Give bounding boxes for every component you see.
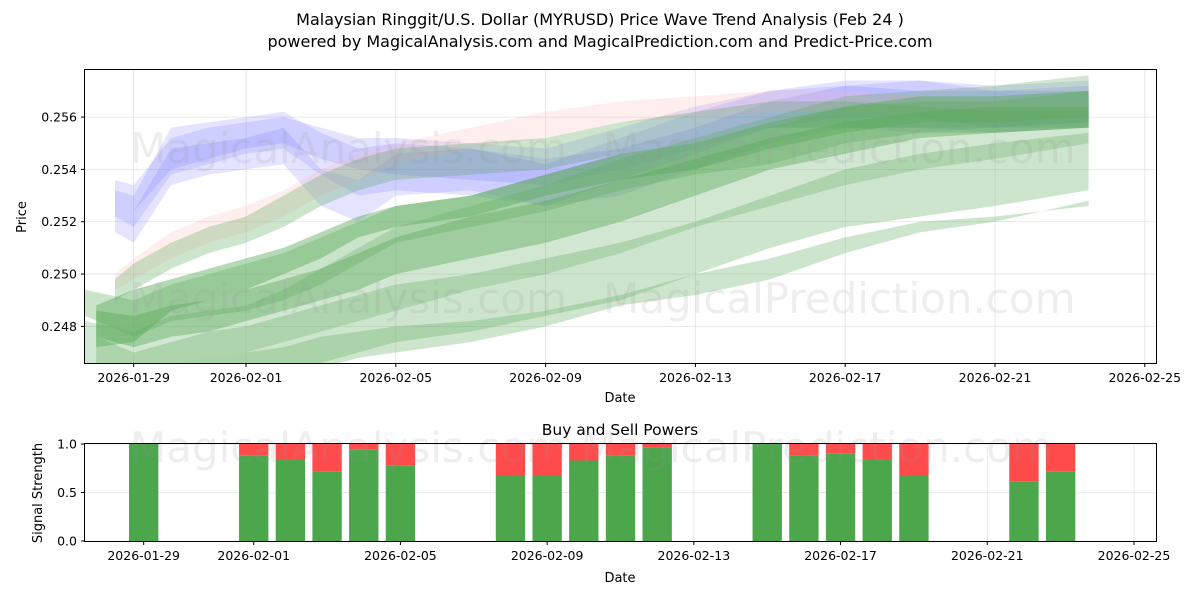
- price-x-tick-label: 2026-02-09: [509, 370, 582, 385]
- sell-bar: [789, 444, 819, 456]
- wave-band-blue-wave-1: [115, 80, 1089, 227]
- price-x-tick-label: 2026-02-05: [359, 370, 432, 385]
- sell-bar: [275, 444, 306, 460]
- price-y-tick-label: 0.250: [41, 267, 77, 282]
- wave-band-green-wave-2: [96, 106, 1089, 348]
- price-y-tick-label: 0.254: [41, 162, 77, 177]
- chart-title-line2: powered by MagicalAnalysis.com and Magic…: [267, 32, 932, 51]
- buy-sell-x-tick-label: 2026-02-25: [1098, 548, 1171, 563]
- watermark-top-right: MagicalPrediction.com: [603, 124, 1076, 173]
- watermark-mid-right: MagicalPrediction.com: [603, 274, 1076, 323]
- price-y-tick-label: 0.256: [41, 110, 77, 125]
- buy-bar: [569, 460, 599, 541]
- price-y-tick-label: 0.252: [41, 214, 77, 229]
- buy-sell-x-tick-label: 2026-02-17: [804, 548, 877, 563]
- sell-bar: [862, 444, 892, 460]
- buy-bar: [349, 449, 379, 541]
- buy-bar: [532, 476, 562, 541]
- buy-bar: [789, 455, 819, 541]
- price-x-axis-label: Date: [604, 391, 635, 406]
- sell-bar: [532, 444, 562, 477]
- sell-bar: [605, 444, 636, 456]
- buy-sell-x-axis-label: Date: [604, 571, 635, 586]
- watermark-mid-left: MagicalAnalysis.com: [130, 274, 567, 323]
- price-wave-bands: [85, 75, 1089, 363]
- wave-band-green-wave-5: [96, 132, 1089, 363]
- buy-bar: [642, 447, 672, 541]
- sell-bar: [349, 444, 379, 450]
- buy-sell-y-ticks: 0.0 0.5 1.0: [57, 437, 85, 549]
- buy-bar: [862, 459, 892, 541]
- wave-band-green-wave-4: [96, 90, 1089, 348]
- buy-sell-x-tick-label: 2026-02-01: [217, 548, 290, 563]
- price-x-tick-label: 2026-02-25: [1108, 370, 1181, 385]
- buy-bar: [752, 444, 782, 541]
- sell-bar: [495, 444, 526, 477]
- buy-sell-plot: Buy and Sell Powers MagicalAnalysis.com …: [31, 421, 1170, 586]
- wave-band-green-wave-3: [85, 75, 1089, 363]
- wave-band-red-wave-1: [115, 90, 1089, 290]
- sell-bar: [239, 444, 269, 456]
- buy-sell-x-tick-label: 2026-02-09: [511, 548, 584, 563]
- chart-title-line1: Malaysian Ringgit/U.S. Dollar (MYRUSD) P…: [296, 10, 904, 29]
- price-x-tick-label: 2026-01-29: [97, 370, 170, 385]
- price-grid: [85, 70, 1156, 363]
- buy-bar: [129, 444, 159, 541]
- buy-sell-x-tick-label: 2026-02-05: [364, 548, 437, 563]
- buy-bar: [239, 455, 269, 541]
- buy-sell-x-tick-label: 2026-02-13: [658, 548, 731, 563]
- price-x-tick-label: 2026-02-21: [959, 370, 1032, 385]
- wave-band-green-wave-1: [85, 90, 1089, 337]
- sell-bar: [642, 444, 672, 448]
- buy-bar: [385, 465, 416, 541]
- buy-sell-bars: [129, 444, 1076, 541]
- buy-sell-x-tick-label: 2026-02-21: [951, 548, 1024, 563]
- buy-bar: [1045, 471, 1076, 541]
- wave-band-green-wave-6: [96, 200, 1089, 363]
- sell-bar: [1045, 444, 1076, 472]
- price-y-axis-label: Price: [15, 201, 30, 233]
- price-y-tick-label: 0.248: [41, 319, 77, 334]
- price-x-tick-label: 2026-02-01: [210, 370, 283, 385]
- price-x-tick-label: 2026-02-17: [809, 370, 882, 385]
- buy-bar: [899, 476, 929, 541]
- wave-band-mid-wave-1: [115, 101, 1089, 301]
- watermark-bottom: MagicalAnalysis.com MagicalPrediction.co…: [130, 423, 1053, 472]
- sell-bar: [569, 444, 599, 461]
- price-plot-frame: [84, 69, 1157, 364]
- watermark-top-left: MagicalAnalysis.com: [130, 124, 567, 173]
- wave-band-blue-wave-3: [115, 80, 1089, 212]
- sell-bar: [385, 444, 416, 466]
- buy-bar: [605, 455, 636, 541]
- buy-sell-y-tick-label: 0.5: [57, 485, 77, 500]
- price-x-ticks: 2026-01-29 2026-02-01 2026-02-05 2026-02-09…: [97, 363, 1181, 385]
- buy-bar: [1009, 481, 1039, 541]
- sell-bar: [825, 444, 856, 454]
- sell-bar: [312, 444, 342, 472]
- buy-sell-x-ticks: 2026-01-29 2026-02-01 2026-02-05 2026-02-09…: [107, 541, 1170, 563]
- buy-sell-title: Buy and Sell Powers: [542, 421, 699, 439]
- buy-sell-y-tick-label: 0.0: [57, 534, 77, 549]
- buy-bar: [825, 453, 856, 541]
- buy-sell-x-tick-label: 2026-01-29: [107, 548, 180, 563]
- sell-bar: [1009, 444, 1039, 482]
- buy-bar: [312, 471, 342, 541]
- buy-sell-y-axis-label: Signal Strength: [31, 443, 46, 543]
- buy-bar: [495, 476, 526, 541]
- buy-bar: [275, 459, 306, 541]
- price-wave-plot: MagicalAnalysis.com MagicalPrediction.co…: [15, 69, 1181, 406]
- buy-sell-y-tick-label: 1.0: [57, 437, 77, 452]
- wave-band-blue-wave-2: [115, 85, 1089, 243]
- price-y-ticks: 0.248 0.250 0.252 0.254 0.256: [41, 110, 85, 334]
- sell-bar: [899, 444, 929, 477]
- price-x-tick-label: 2026-02-13: [659, 370, 732, 385]
